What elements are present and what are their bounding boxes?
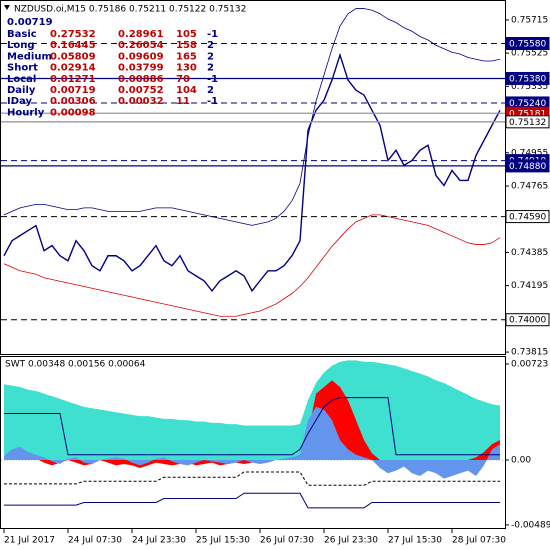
info-cell: -1 <box>207 96 218 107</box>
info-cell: 0.00098 <box>50 107 96 118</box>
indicator-line <box>4 397 500 456</box>
info-cell: Basic <box>7 29 37 40</box>
info-header: 0.00719 <box>7 17 53 28</box>
histogram-area <box>4 360 500 460</box>
y-tick-label: 0.74765 <box>511 181 548 191</box>
info-cell: 130 <box>176 63 197 74</box>
info-cell: 0.05809 <box>50 51 96 62</box>
info-cell: 165 <box>176 51 197 62</box>
indicator-line <box>4 471 500 486</box>
level-box <box>505 115 550 129</box>
y-tick-label: 0.00723 <box>511 359 548 369</box>
info-cell: Short <box>7 63 38 74</box>
info-cell: 0.00719 <box>50 85 96 96</box>
level-box <box>505 313 550 327</box>
info-cell: 0.02914 <box>50 63 96 74</box>
x-tick-label: 21 Jul 2017 <box>4 536 55 546</box>
x-tick-label: 28 Jul 07:30 <box>452 536 506 546</box>
info-cell: -1 <box>207 29 218 40</box>
y-tick-label: 0.75335 <box>511 82 548 92</box>
y-tick-label: -0.00489 <box>511 520 550 530</box>
x-tick-label: 24 Jul 07:30 <box>68 536 122 546</box>
chart-title: NZDUSD.oi,M15 0.75186 0.75211 0.75122 0.… <box>14 5 246 15</box>
symbol-icon <box>4 5 10 10</box>
info-cell: 0.03799 <box>118 63 164 74</box>
y-tick-label: 0.75715 <box>511 15 548 25</box>
info-cell: 2 <box>207 51 214 62</box>
level-box <box>505 71 550 85</box>
info-cell: 105 <box>176 29 197 40</box>
info-cell: 0.27532 <box>50 29 96 40</box>
x-tick-label: 25 Jul 15:30 <box>196 536 250 546</box>
y-tick-label: 0.74385 <box>511 248 548 258</box>
y-tick-label: 0.74195 <box>511 281 548 291</box>
info-cell: Medium <box>7 51 52 62</box>
info-cell: 0.16445 <box>50 40 96 51</box>
level-box <box>505 37 550 51</box>
level-label: 0.74590 <box>509 213 546 223</box>
level-box <box>505 159 550 173</box>
info-cell: 0.00886 <box>118 74 164 85</box>
indicator-line <box>3 8 501 226</box>
info-cell: Long <box>7 40 35 51</box>
level-label: 0.75132 <box>509 118 546 128</box>
info-cell: 0.00032 <box>118 96 164 107</box>
info-cell: 70 <box>176 74 190 85</box>
info-cell: 11 <box>176 96 190 107</box>
info-cell: 0.28961 <box>118 29 164 40</box>
x-tick-label: 26 Jul 23:30 <box>324 536 378 546</box>
histogram-area <box>4 406 500 479</box>
level-label: 0.75240 <box>509 99 546 109</box>
info-cell: 2 <box>207 63 214 74</box>
x-tick-label: 24 Jul 23:30 <box>132 536 186 546</box>
info-cell: -1 <box>207 74 218 85</box>
info-cell: 0.00752 <box>118 85 164 96</box>
info-cell: 2 <box>207 85 214 96</box>
level-label: 0.74880 <box>509 162 546 172</box>
info-cell: Daily <box>7 85 36 96</box>
info-cell: 2 <box>207 40 214 51</box>
indicator-line <box>3 214 501 317</box>
y-tick-label: 0.75525 <box>511 49 548 59</box>
info-cell: 104 <box>176 85 197 96</box>
info-cell: IDay <box>7 96 32 107</box>
info-cell: 0.26054 <box>118 40 164 51</box>
x-tick-label: 26 Jul 07:30 <box>260 536 314 546</box>
main-panel <box>0 0 506 355</box>
indicator-line <box>4 492 500 509</box>
info-cell: Local <box>7 74 36 85</box>
price-line <box>3 52 501 293</box>
info-cell: Hourly <box>7 107 45 118</box>
indicator-title: SWT 0.00348 0.00156 0.00064 <box>5 360 146 370</box>
info-cell: 0.00306 <box>50 96 96 107</box>
info-cell: 158 <box>176 40 197 51</box>
level-label: 0.75380 <box>509 74 546 84</box>
y-tick-label: 0.73815 <box>511 348 548 358</box>
level-label: 0.75181 <box>509 109 546 119</box>
level-label: 0.75580 <box>509 40 546 50</box>
x-tick-label: 27 Jul 15:30 <box>388 536 442 546</box>
y-tick-label: 0.00 <box>511 456 531 466</box>
level-box <box>505 210 550 224</box>
info-cell: 0.01271 <box>50 74 96 85</box>
info-cell: 0.09609 <box>118 51 164 62</box>
level-label: 0.74000 <box>509 316 546 326</box>
y-tick-label: 0.74955 <box>511 148 548 158</box>
